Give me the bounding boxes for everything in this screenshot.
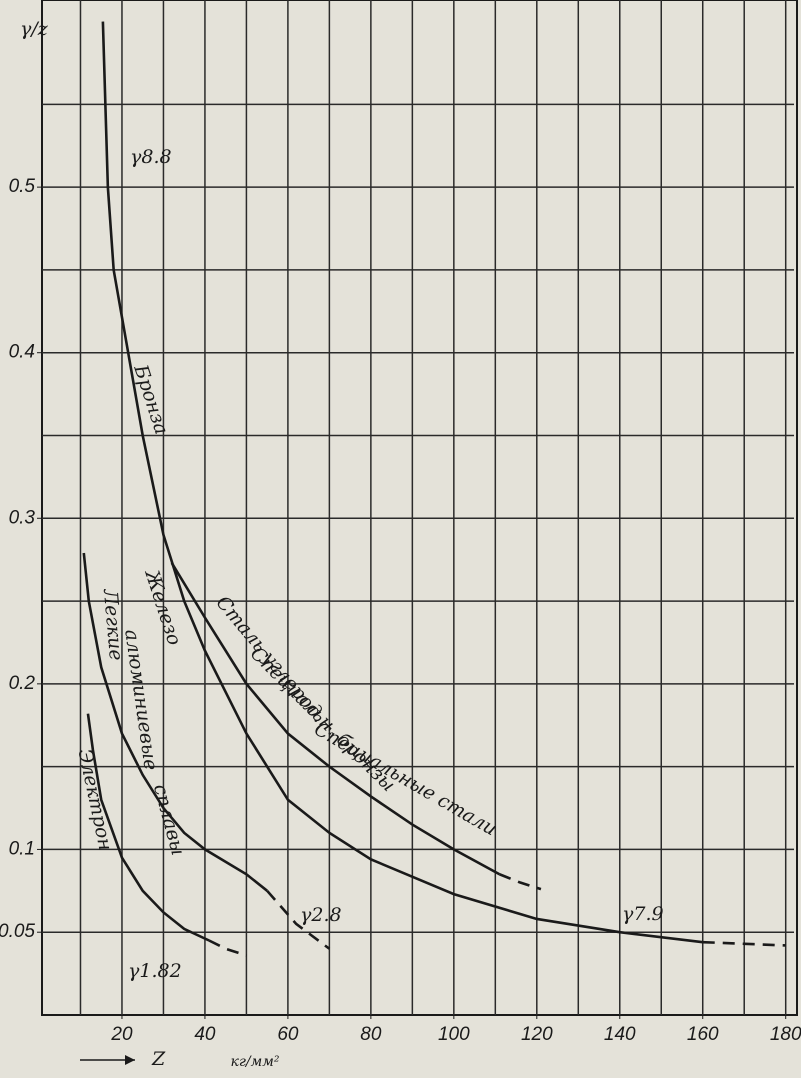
plot-frame: [41, 0, 798, 1016]
curve: [170, 562, 501, 876]
x-tick-label: 60: [277, 1024, 299, 1045]
curve: [101, 21, 703, 944]
y-axis-label: γ/z: [20, 18, 49, 40]
curve-label: γ1.82: [128, 960, 182, 982]
curve: [86, 713, 210, 942]
y-tick-label: 0.5: [9, 176, 36, 197]
curve-label: сплавы: [149, 782, 189, 858]
curve: [208, 939, 247, 957]
curve-label: алюминиевые: [120, 628, 162, 772]
curve-label: γ7.9: [622, 903, 664, 925]
x-tick-label: 140: [604, 1024, 636, 1045]
y-tick-label: 0.05: [0, 921, 35, 942]
y-tick-label: 0.4: [9, 342, 35, 363]
x-tick-label: 160: [687, 1024, 719, 1045]
curve-label: Легкие: [99, 587, 127, 661]
y-tick-label: 0.2: [9, 673, 36, 694]
x-tick-label: 100: [438, 1024, 470, 1045]
curve-label: γ8.8: [130, 146, 172, 168]
x-tick-label: 80: [360, 1024, 382, 1045]
y-tick-label: 0.3: [9, 507, 36, 528]
curve: [702, 940, 786, 947]
curve: [498, 873, 542, 891]
x-tick-label: 40: [194, 1024, 216, 1045]
x-tick-label: 120: [521, 1024, 553, 1045]
curve-label: γ2.8: [300, 904, 342, 926]
curve-label: Железо: [140, 565, 186, 648]
y-tick-label: 0.1: [9, 838, 35, 859]
x-tick-label: 180: [770, 1024, 801, 1045]
curve: [82, 552, 268, 892]
curve: [266, 889, 331, 950]
x-tick-label: 20: [110, 1024, 133, 1045]
x-axis-label: Z: [151, 1048, 166, 1070]
curve-label: Специальн. бронзы: [246, 642, 400, 796]
x-arrow-head: [125, 1055, 135, 1065]
x-unit: кг/мм²: [231, 1054, 280, 1070]
